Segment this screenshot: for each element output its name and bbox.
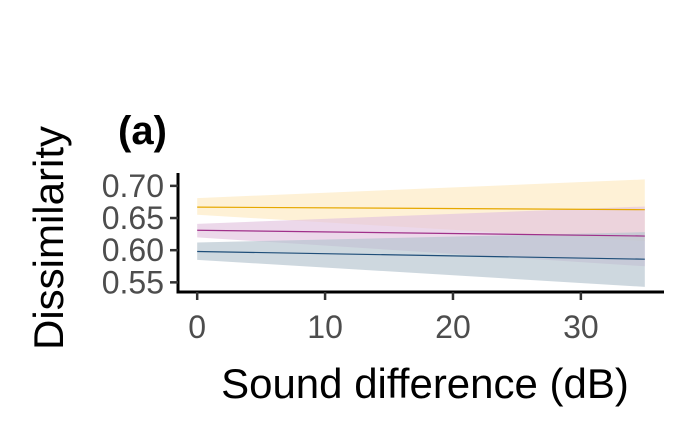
- panel-tag: (a): [118, 109, 167, 153]
- series-line-2: [197, 250, 645, 260]
- axes: 0.550.600.650.70 0 10 20 30: [102, 168, 664, 345]
- y-tick-label-2: 0.65: [102, 200, 164, 236]
- x-tick-label-3: 30: [563, 309, 599, 345]
- series-lines: [197, 206, 645, 260]
- y-tick-label-3: 0.70: [102, 168, 164, 204]
- confidence-band-2: [197, 232, 645, 287]
- series-line-0: [197, 206, 645, 211]
- x-tick-label-0: 0: [188, 309, 206, 345]
- x-tick-label-1: 10: [307, 309, 343, 345]
- x-tick-label-2: 20: [435, 309, 471, 345]
- y-tick-label-1: 0.60: [102, 232, 164, 268]
- y-axis-title: Dissimilarity: [25, 126, 72, 350]
- x-axis-title: Sound difference (dB): [221, 360, 629, 407]
- confidence-bands: [197, 179, 645, 287]
- y-tick-label-0: 0.55: [102, 264, 164, 300]
- series-line-1: [197, 229, 645, 237]
